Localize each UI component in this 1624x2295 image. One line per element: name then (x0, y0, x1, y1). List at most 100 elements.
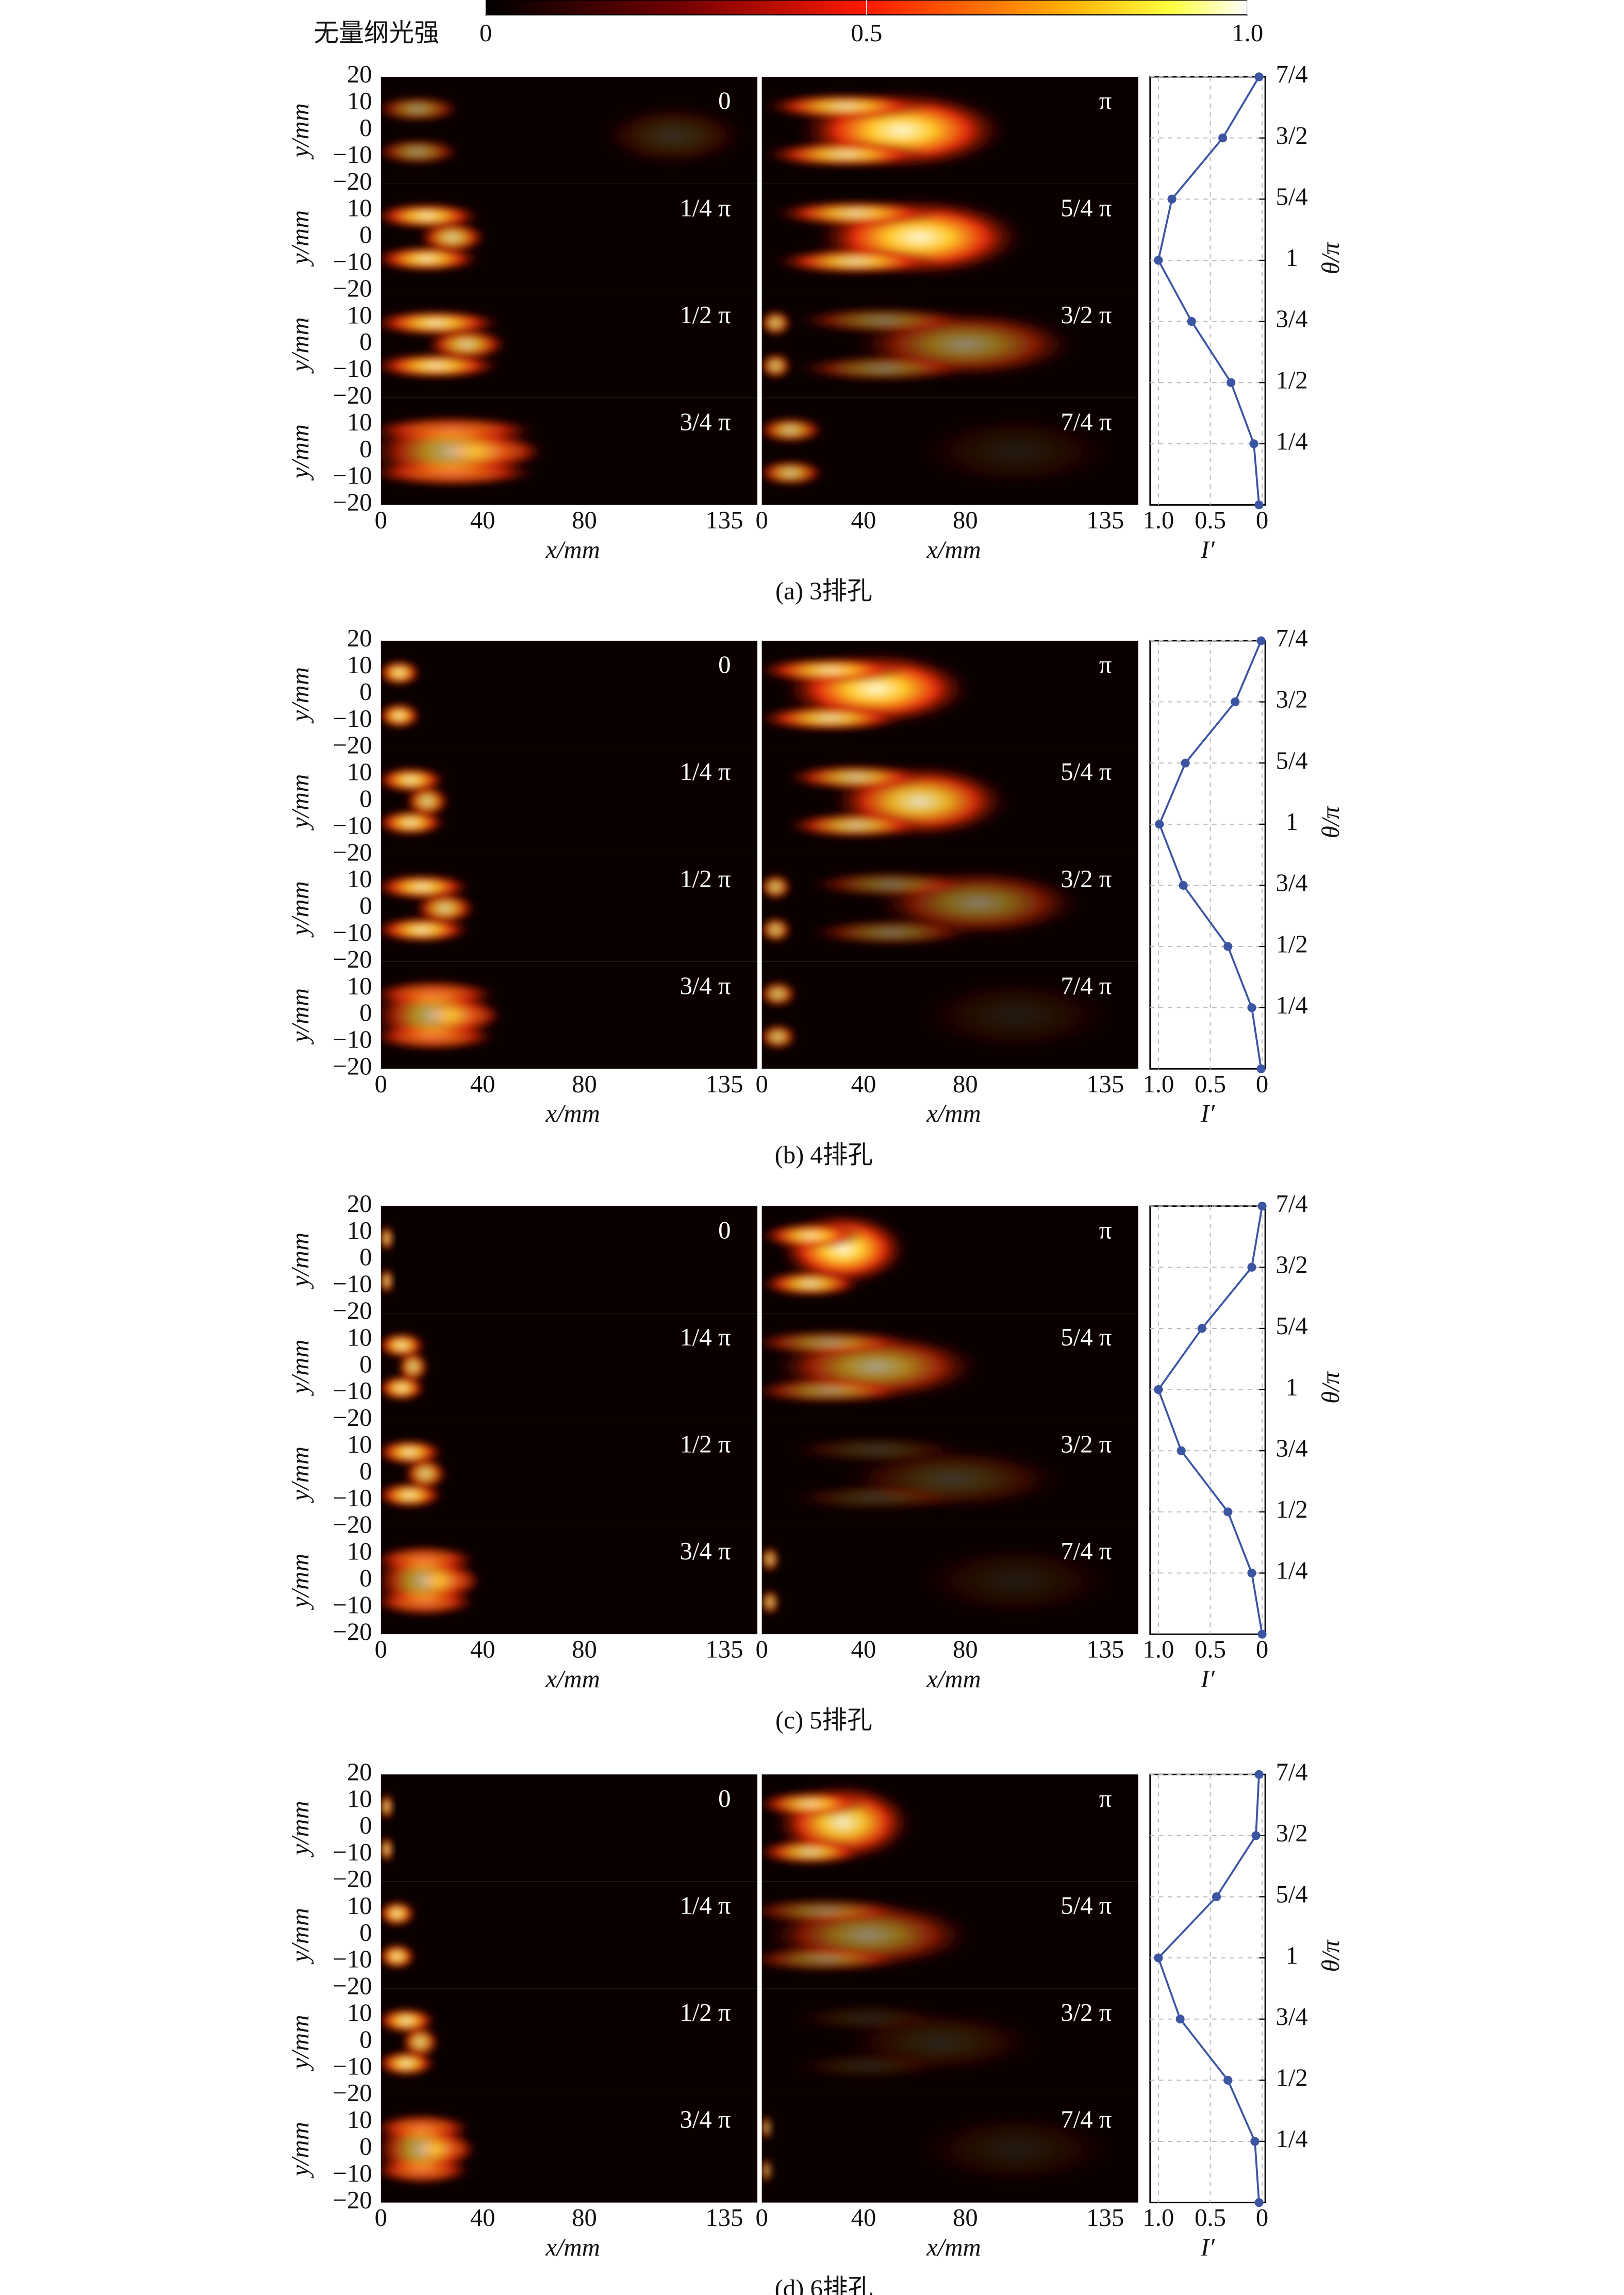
heat-blob (597, 103, 750, 168)
heat-field (380, 2111, 477, 2187)
heat-field (380, 1439, 448, 1509)
y-axis-label: y/mm (286, 210, 314, 267)
x-axis-label: I′ (1200, 1100, 1215, 1127)
heat-blob (761, 1329, 916, 1356)
y-tick-label: 0 (359, 1243, 372, 1271)
heat-blob (783, 812, 930, 839)
series-marker (1247, 1568, 1256, 1578)
y-tick-label: −10 (333, 141, 372, 169)
heat-field (761, 868, 1085, 946)
series-marker (1223, 1507, 1233, 1517)
series-marker (1154, 1385, 1163, 1394)
y-tick-label: 20 (347, 60, 372, 88)
y-tick-label: −10 (333, 248, 372, 276)
heat-blob (761, 1790, 868, 1818)
series-marker (1179, 880, 1188, 890)
x-tick-label: 135 (1086, 1636, 1124, 1664)
x-tick-label: 0 (375, 1070, 387, 1098)
series-marker (1257, 1629, 1267, 1639)
y-tick-label: 0 (359, 785, 372, 813)
x-tick-label: 0 (375, 2204, 387, 2232)
heat-blob (416, 221, 488, 254)
heatmap-image (380, 1206, 758, 1313)
y-tick-label: 10 (347, 301, 372, 329)
y-axis-label: y/mm (286, 2122, 314, 2178)
x-tick-label: 40 (851, 506, 876, 534)
x-tick-label: 135 (1086, 506, 1124, 534)
series-line (1157, 1206, 1263, 1635)
heat-blob (380, 414, 539, 489)
y-axis-label: y/mm (286, 424, 314, 481)
heat-field (761, 1782, 915, 1866)
heat-blob (787, 2052, 950, 2080)
phase-label: 0 (718, 87, 731, 115)
y-axis-label: y/mm (286, 1446, 314, 1503)
y-axis-label: θ/π (1317, 806, 1345, 838)
heat-field (785, 1436, 1067, 1511)
y-axis-label: y/mm (286, 881, 314, 938)
y-tick-label: −10 (333, 1026, 372, 1054)
phase-label: 1/2 π (680, 1999, 731, 2026)
series-marker (1247, 1003, 1256, 1012)
heat-blob (380, 1836, 394, 1863)
heat-blob (914, 2111, 1118, 2187)
heat-field (380, 1332, 429, 1402)
x-tick-label: 80 (572, 2204, 597, 2232)
x-tick-label: 0 (755, 506, 768, 534)
x-tick-label: 0 (755, 1070, 768, 1098)
y-tick-label: 10 (347, 1431, 372, 1458)
x-tick-label: 135 (705, 506, 743, 534)
panel-caption: (c) 5排孔 (775, 1706, 872, 1734)
phase-label: 5/4 π (1060, 1892, 1112, 1920)
y-axis-label: y/mm (286, 667, 314, 724)
heat-field (380, 1225, 394, 1294)
y-axis-label: θ/π (1317, 242, 1345, 274)
phase-label: π (1099, 87, 1112, 115)
phase-label: π (1099, 1216, 1112, 1244)
heat-field (380, 766, 451, 836)
heat-blob (380, 1268, 394, 1294)
heat-blob (761, 2157, 772, 2184)
heat-field (761, 651, 973, 732)
y-tick-label: 1/4 (1276, 991, 1308, 1019)
phase-label: 3/4 π (680, 408, 731, 436)
heat-field (380, 1793, 394, 1863)
heat-field (761, 1897, 976, 1973)
x-tick-label: 135 (705, 1636, 743, 1664)
y-tick-label: −10 (333, 2052, 372, 2080)
phase-label: 5/4 π (1060, 758, 1112, 786)
y-tick-label: −20 (333, 1865, 372, 1893)
x-axis-label: x/mm (545, 2233, 600, 2261)
x-tick-label: 40 (851, 2204, 876, 2232)
heat-blob (761, 309, 792, 337)
y-tick-label: 1/4 (1276, 1557, 1308, 1585)
heat-blob (412, 892, 477, 925)
phase-label: 3/4 π (680, 2106, 731, 2134)
x-tick-label: 0 (375, 1636, 387, 1664)
heat-blob (761, 1222, 864, 1249)
x-tick-label: 80 (572, 1070, 597, 1098)
y-tick-label: 10 (347, 408, 372, 436)
x-axis-label: I′ (1200, 2233, 1215, 2261)
x-axis-label: x/mm (926, 1665, 981, 1693)
series-marker (1254, 500, 1264, 510)
heat-blob (380, 659, 422, 687)
y-axis-label: y/mm (286, 317, 314, 374)
x-tick-label: 1.0 (1142, 2204, 1174, 2232)
heat-field (380, 309, 509, 379)
y-tick-label: −10 (333, 1591, 372, 1619)
y-tick-label: −10 (333, 811, 372, 839)
series-marker (1197, 1324, 1206, 1333)
heat-blob (761, 459, 825, 487)
x-tick-label: 135 (1086, 1070, 1124, 1098)
heatmap-image (380, 1988, 758, 2096)
x-tick-label: 0 (755, 1636, 768, 1664)
y-tick-label: −20 (333, 381, 372, 409)
y-tick-label: 0 (359, 678, 372, 706)
y-tick-label: −10 (333, 2159, 372, 2187)
heat-blob (761, 980, 798, 1007)
y-tick-label: 0 (359, 1919, 372, 1947)
y-axis-label: y/mm (286, 1233, 314, 1289)
heat-blob (761, 93, 932, 120)
heat-blob (792, 307, 976, 334)
